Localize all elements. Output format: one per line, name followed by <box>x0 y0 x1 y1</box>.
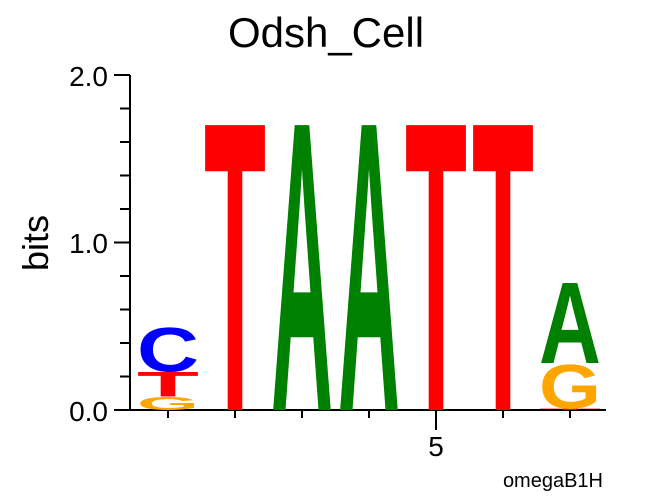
logo-letter-T-pos-7: T <box>539 408 601 411</box>
y-tick-label-0: 0.0 <box>69 396 108 427</box>
logo-letter-A-pos-7: A <box>539 258 601 388</box>
y-minor-ticks <box>114 74 130 411</box>
logo-letter-A-pos-3: A <box>271 35 333 496</box>
logo-letter-G-pos-7: G <box>539 351 601 422</box>
logo-letter-C-pos-1: C <box>137 314 199 385</box>
logo-letter-T-pos-5: T <box>405 35 467 496</box>
y-tick-label-2: 2.0 <box>69 61 108 92</box>
logo-letter-T-pos-6: T <box>472 35 534 496</box>
logo-letter-G-pos-1: G <box>137 393 199 414</box>
x-tick-label-5: 5 <box>428 431 444 462</box>
x-axis-ticks <box>167 410 571 430</box>
footer-label: omegaB1H <box>503 470 603 492</box>
logo-letter-A-pos-4: A <box>338 35 400 496</box>
chart-title: Odsh_Cell <box>228 9 424 56</box>
logo-letters: GTC T A A T T TGA <box>137 35 601 496</box>
logo-letter-T-pos-2: T <box>204 35 266 496</box>
logo-letter-T-pos-1: T <box>137 365 199 404</box>
y-tick-label-1: 1.0 <box>69 228 108 259</box>
y-axis-label: bits <box>15 215 56 271</box>
